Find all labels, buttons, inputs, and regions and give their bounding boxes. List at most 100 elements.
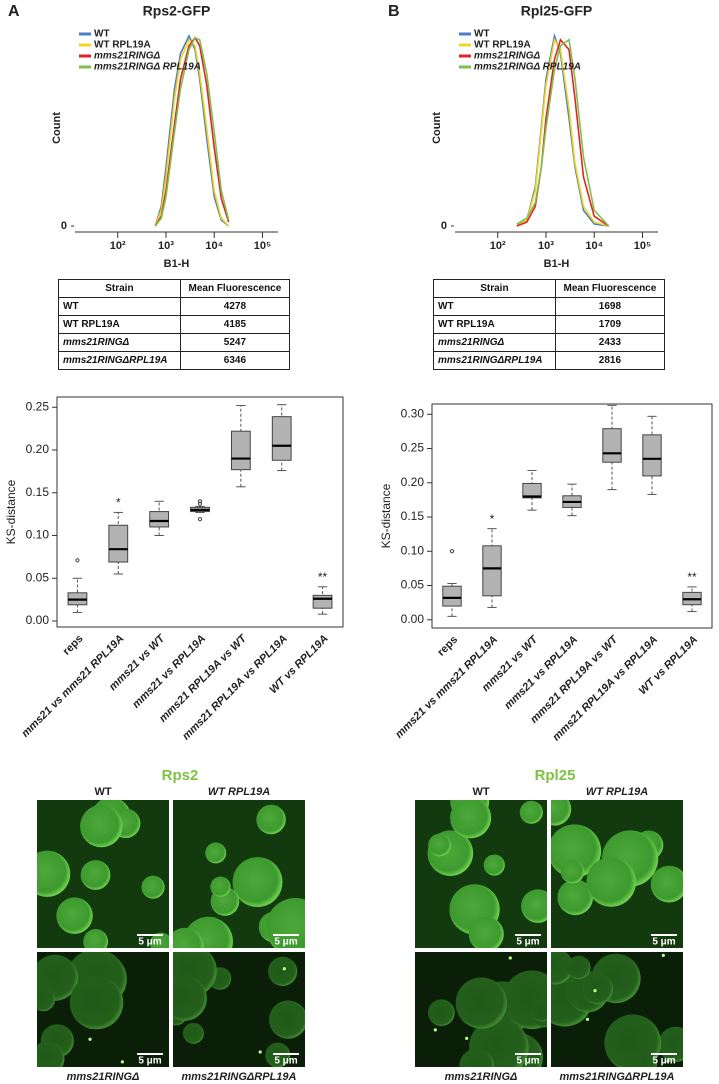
cell-focus: [661, 953, 665, 957]
micrograph-image: [173, 800, 305, 948]
y-tick-label: 0.20: [401, 475, 425, 489]
legend-label: WT: [94, 29, 110, 40]
micrograph-title: Rps2: [162, 767, 199, 784]
series-line: [516, 38, 610, 227]
x-tick-label: reps: [435, 634, 460, 659]
cell-focus: [120, 1060, 124, 1064]
cell: [232, 857, 283, 908]
box: [108, 524, 129, 563]
strain-label: mms21RINGΔRPL19A: [560, 1071, 675, 1083]
strain-label: mms21RINGΔRPL19A: [182, 1071, 297, 1083]
significance: *: [490, 512, 495, 526]
cell: [586, 857, 637, 907]
scale-bar-label: 5 μm: [652, 937, 675, 948]
chart-title: Rpl25-GFP: [521, 3, 593, 19]
chart-title: Rps2-GFP: [143, 3, 211, 19]
cell: [37, 987, 56, 1012]
cell: [483, 854, 505, 876]
cell: [560, 860, 585, 884]
cell-focus: [88, 1037, 92, 1041]
table-cell: 2433: [554, 333, 666, 352]
table-header: Strain Mean Fluorescence: [433, 279, 666, 298]
y-axis-label: Count: [431, 112, 443, 144]
scale-bar-label: 5 μm: [652, 1056, 675, 1067]
cell: [80, 804, 123, 848]
table-cell: WT RPL19A: [433, 315, 556, 334]
micrograph-title: Rpl25: [535, 767, 576, 784]
table: Strain Mean Fluorescence WT 1698 WT RPL19A 17…: [433, 279, 666, 370]
table-cell: mms21RINGΔRPL19A: [58, 351, 181, 370]
table-cell: mms21RINGΔ: [433, 333, 556, 352]
table-cell: WT: [58, 297, 181, 316]
box: [312, 594, 333, 609]
outlier: [197, 499, 203, 504]
table-cell: 1709: [554, 315, 666, 334]
y-tick-label: 0.00: [401, 612, 425, 626]
x-tick-label: 10⁴: [205, 240, 223, 252]
cell: [450, 800, 492, 839]
legend-label: WT: [474, 29, 490, 40]
cell: [205, 842, 227, 864]
table-cell: Strain: [58, 279, 181, 298]
table-row: WT 4278: [58, 297, 291, 316]
cell: [83, 929, 109, 948]
significance: *: [116, 496, 121, 510]
table-cell: 4185: [179, 315, 291, 334]
x-tick-label: reps: [61, 633, 86, 658]
column-label: WT: [472, 786, 489, 798]
outlier: [75, 558, 80, 563]
cell: [256, 804, 286, 835]
box: [230, 430, 251, 471]
cell: [56, 897, 93, 934]
cell: [265, 897, 305, 948]
y-tick-label: 0.15: [26, 485, 50, 499]
plot-frame: [431, 403, 713, 629]
cell: [519, 800, 543, 824]
micrograph-image: [551, 800, 683, 948]
y-tick-label: 0: [441, 220, 447, 232]
table-row: WT 1698: [433, 297, 666, 316]
cell: [650, 865, 683, 903]
significance: **: [318, 570, 328, 584]
cell: [557, 879, 594, 916]
cell: [182, 1022, 204, 1044]
x-axis-label: B1-H: [544, 258, 570, 270]
panel-label: A: [8, 3, 20, 20]
y-tick-label: 0.10: [26, 528, 50, 542]
cell: [428, 999, 455, 1027]
table-cell: 4278: [179, 297, 291, 316]
cell: [141, 875, 165, 899]
cell-focus: [585, 1017, 590, 1021]
y-tick-label: 0.05: [401, 578, 425, 592]
x-tick-label: 10²: [490, 240, 506, 252]
micrograph-image: [37, 952, 169, 1067]
scale-bar-label: 5 μm: [516, 937, 539, 948]
table-cell: WT RPL19A: [58, 315, 181, 334]
cell: [269, 1000, 305, 1039]
strain-label: mms21RINGΔ: [67, 1071, 140, 1083]
x-tick-label: mms21 vs RPL19A: [130, 633, 208, 711]
micrograph-image: [37, 800, 169, 948]
table-cell: Strain: [433, 279, 556, 298]
x-tick-label: 10²: [110, 240, 126, 252]
series-line: [516, 38, 610, 227]
significance: **: [687, 570, 697, 584]
table-cell: 2816: [554, 351, 666, 370]
cell: [551, 824, 602, 878]
table-cell: mms21RINGΔRPL19A: [433, 351, 556, 370]
legend-label: WT RPL19A: [94, 40, 151, 51]
column-label: WT: [94, 786, 111, 798]
column-label: WT RPL19A: [208, 786, 270, 798]
y-tick-label: 0.05: [26, 570, 50, 584]
series-line: [154, 36, 230, 227]
table-cell: mms21RINGΔ: [58, 333, 181, 352]
cell-focus: [508, 956, 512, 960]
table-row: mms21RINGΔRPL19A 6346: [58, 351, 291, 370]
series-line: [516, 37, 609, 227]
x-axis-label: B1-H: [164, 258, 190, 270]
cell-focus: [282, 967, 286, 971]
table-cell: Mean Fluorescence: [179, 279, 291, 298]
y-tick-label: 0: [61, 220, 67, 232]
